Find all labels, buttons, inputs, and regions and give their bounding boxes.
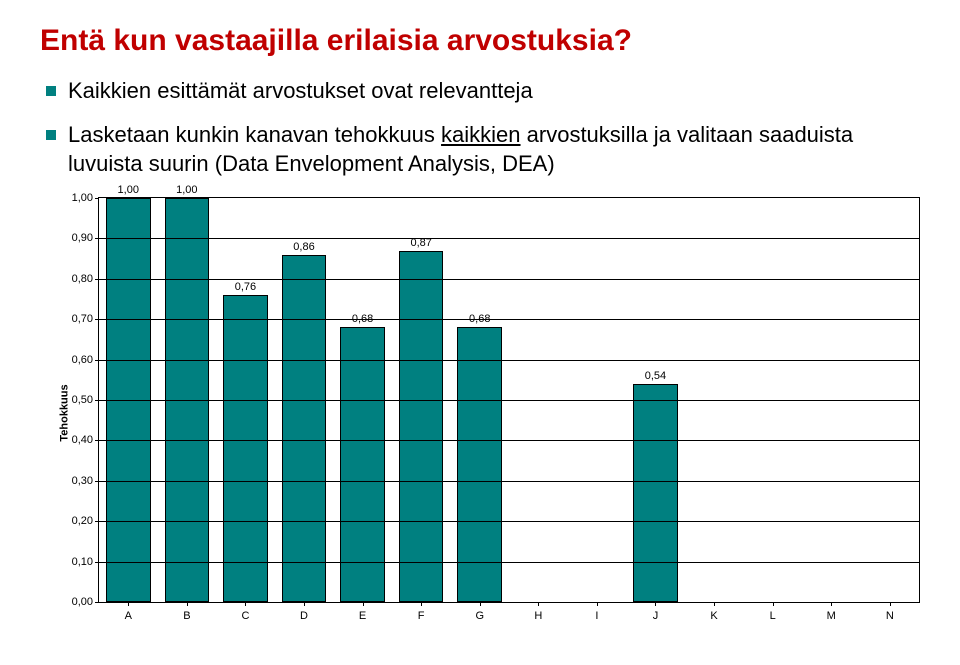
ytick-label: 0,50 [72,394,93,406]
xtick-label: F [418,610,425,622]
grid-line [99,562,919,563]
ytick-mark [95,440,99,441]
xtick-label: N [886,610,894,622]
xtick-mark [655,602,656,606]
ytick-mark [95,481,99,482]
xtick-mark [304,602,305,606]
xtick-label: I [595,610,598,622]
bullet-2-part-1: kaikkien [441,122,520,147]
grid-line [99,440,919,441]
xtick-label: L [770,610,776,622]
grid-line [99,360,919,361]
title-rest: kun vastaajilla erilaisia arvostuksia? [105,24,632,57]
xtick-mark [714,602,715,606]
grid-line [99,238,919,239]
ytick-mark [95,238,99,239]
value-label: 0,86 [293,241,314,253]
ytick-label: 0,10 [72,556,93,568]
xtick-label: A [125,610,132,622]
ytick-label: 1,00 [72,192,93,204]
bullet-list: Kaikkien esittämät arvostukset ovat rele… [40,76,920,179]
value-label: 1,00 [176,184,197,196]
ytick-label: 0,70 [72,313,93,325]
value-label: 0,76 [235,281,256,293]
xtick-label: B [183,610,190,622]
xtick-label: J [653,610,659,622]
bar: 0,76 [223,295,268,602]
ytick-mark [95,319,99,320]
grid-line [99,481,919,482]
title-word-1: Entä [40,24,105,57]
bullet-2-part-0: Lasketaan kunkin kanavan tehokkuus [68,122,441,147]
xtick-mark [245,602,246,606]
xtick-mark [773,602,774,606]
xtick-mark [187,602,188,606]
bullet-2: Lasketaan kunkin kanavan tehokkuus kaikk… [40,120,920,179]
ytick-mark [95,521,99,522]
bar: 0,86 [282,255,327,602]
xtick-mark [421,602,422,606]
grid-line [99,400,919,401]
grid-line [99,279,919,280]
ytick-label: 0,90 [72,232,93,244]
ytick-mark [95,602,99,603]
bullet-1-text: Kaikkien esittämät arvostukset ovat rele… [68,78,533,103]
ytick-mark [95,400,99,401]
xtick-label: C [241,610,249,622]
xtick-mark [363,602,364,606]
ytick-mark [95,360,99,361]
ytick-label: 0,30 [72,475,93,487]
grid-line [99,319,919,320]
xtick-label: M [827,610,836,622]
ytick-label: 0,00 [72,596,93,608]
xtick-mark [831,602,832,606]
ytick-label: 0,80 [72,273,93,285]
ytick-label: 0,20 [72,515,93,527]
ytick-label: 0,40 [72,434,93,446]
xtick-label: D [300,610,308,622]
xtick-label: G [475,610,484,622]
xtick-label: E [359,610,366,622]
ytick-mark [95,562,99,563]
ytick-mark [95,198,99,199]
grid-line [99,521,919,522]
xtick-mark [538,602,539,606]
xtick-mark [890,602,891,606]
xtick-mark [128,602,129,606]
value-label: 1,00 [118,184,139,196]
bar: 0,54 [633,384,678,602]
ytick-label: 0,60 [72,354,93,366]
value-label: 0,54 [645,370,666,382]
page-title: Entä kun vastaajilla erilaisia arvostuks… [40,24,920,58]
xtick-label: H [534,610,542,622]
plot-area: 1,00A1,00B0,76C0,86D0,68E0,87F0,68GHI0,5… [98,197,920,603]
xtick-mark [480,602,481,606]
bullet-1: Kaikkien esittämät arvostukset ovat rele… [40,76,920,106]
efficiency-chart: Tehokkuus 1,00A1,00B0,76C0,86D0,68E0,87F… [40,193,920,633]
ytick-mark [95,279,99,280]
y-axis-label: Tehokkuus [59,384,71,441]
xtick-mark [597,602,598,606]
bar: 0,87 [399,251,444,602]
xtick-label: K [710,610,717,622]
